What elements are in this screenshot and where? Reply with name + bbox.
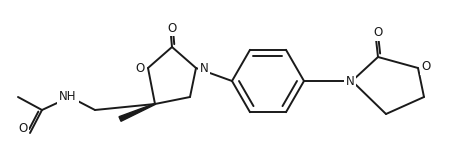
Text: N: N (199, 63, 208, 75)
Text: O: O (18, 122, 28, 135)
Text: H: H (66, 92, 74, 102)
Text: NH: NH (59, 91, 77, 104)
Text: O: O (135, 63, 144, 75)
Text: O: O (373, 27, 382, 40)
Text: O: O (167, 22, 176, 35)
Text: O: O (420, 60, 430, 74)
Polygon shape (119, 104, 155, 121)
Text: N: N (345, 75, 354, 88)
